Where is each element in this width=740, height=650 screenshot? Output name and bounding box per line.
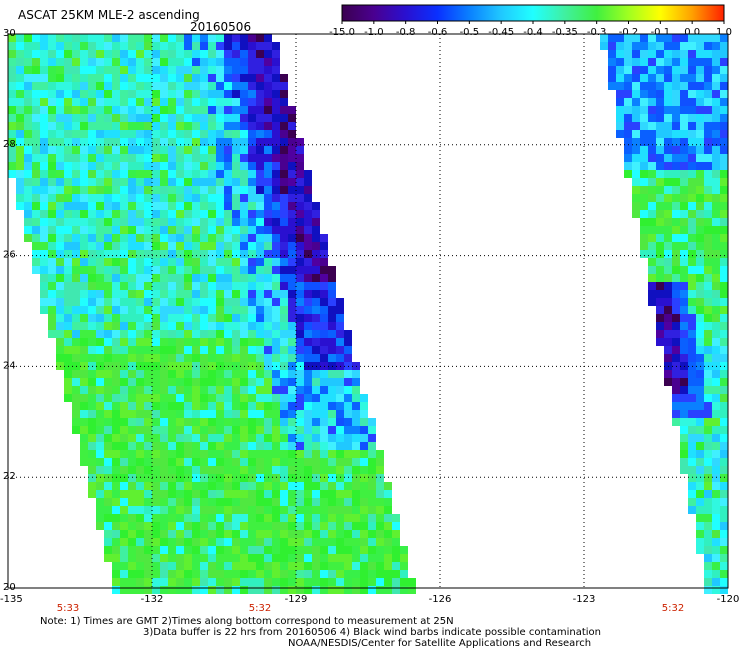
note-line-2: 3)Data buffer is 22 hrs from 20160506 4)… (143, 627, 601, 638)
lon-label: -132 (141, 594, 164, 605)
colorbar-label: -1.0 (364, 27, 384, 38)
colorbar-label: -0.45 (488, 27, 514, 38)
lon-label: -129 (285, 594, 308, 605)
colorbar: -15.0 -1.0 -0.8 -0.6 -0.5 -0.45 -0.4 -0.35 -0.3 -… (329, 4, 732, 38)
colorbar-label: 0.0 (684, 27, 700, 38)
colorbar-label: -0.2 (619, 27, 639, 38)
colorbar-label: -0.3 (587, 27, 607, 38)
lon-label: -120 (717, 594, 740, 605)
lat-label: 20 (3, 582, 16, 593)
colorbar-label: -0.4 (523, 27, 543, 38)
swath-1 (8, 34, 416, 594)
colorbar-label: -15.0 (329, 27, 355, 38)
colorbar-label: -0.6 (428, 27, 448, 38)
swath-2 (600, 34, 728, 594)
lon-label: -126 (429, 594, 452, 605)
lat-label: 24 (3, 360, 16, 371)
page-title: ASCAT 25KM MLE-2 ascending (18, 8, 200, 22)
lat-label: 30 (3, 28, 16, 39)
colorbar-label: 1.0 (716, 27, 732, 38)
colorbar-label: -0.1 (651, 27, 671, 38)
time-label: 5:33 (57, 603, 79, 614)
time-label: 5:32 (249, 603, 271, 614)
lat-label: 28 (3, 139, 16, 150)
note-line-3: NOAA/NESDIS/Center for Satellite Applica… (288, 638, 592, 649)
colorbar-label: -0.5 (460, 27, 480, 38)
lon-label: -135 (0, 594, 23, 605)
date-label: 20160506 (190, 20, 252, 34)
map: 30 28 26 24 22 20-135 -132 -129 -126 -123 -120 5:33… (0, 28, 740, 614)
note-line-1: Note: 1) Times are GMT 2)Times along bot… (40, 616, 454, 627)
lon-label: -123 (573, 594, 596, 605)
map-frame (7, 33, 729, 589)
lat-label: 22 (3, 471, 16, 482)
lat-label: 26 (3, 250, 16, 261)
colorbar-label: -0.8 (396, 27, 416, 38)
time-label: 5:32 (662, 603, 684, 614)
colorbar-label: -0.35 (552, 27, 578, 38)
